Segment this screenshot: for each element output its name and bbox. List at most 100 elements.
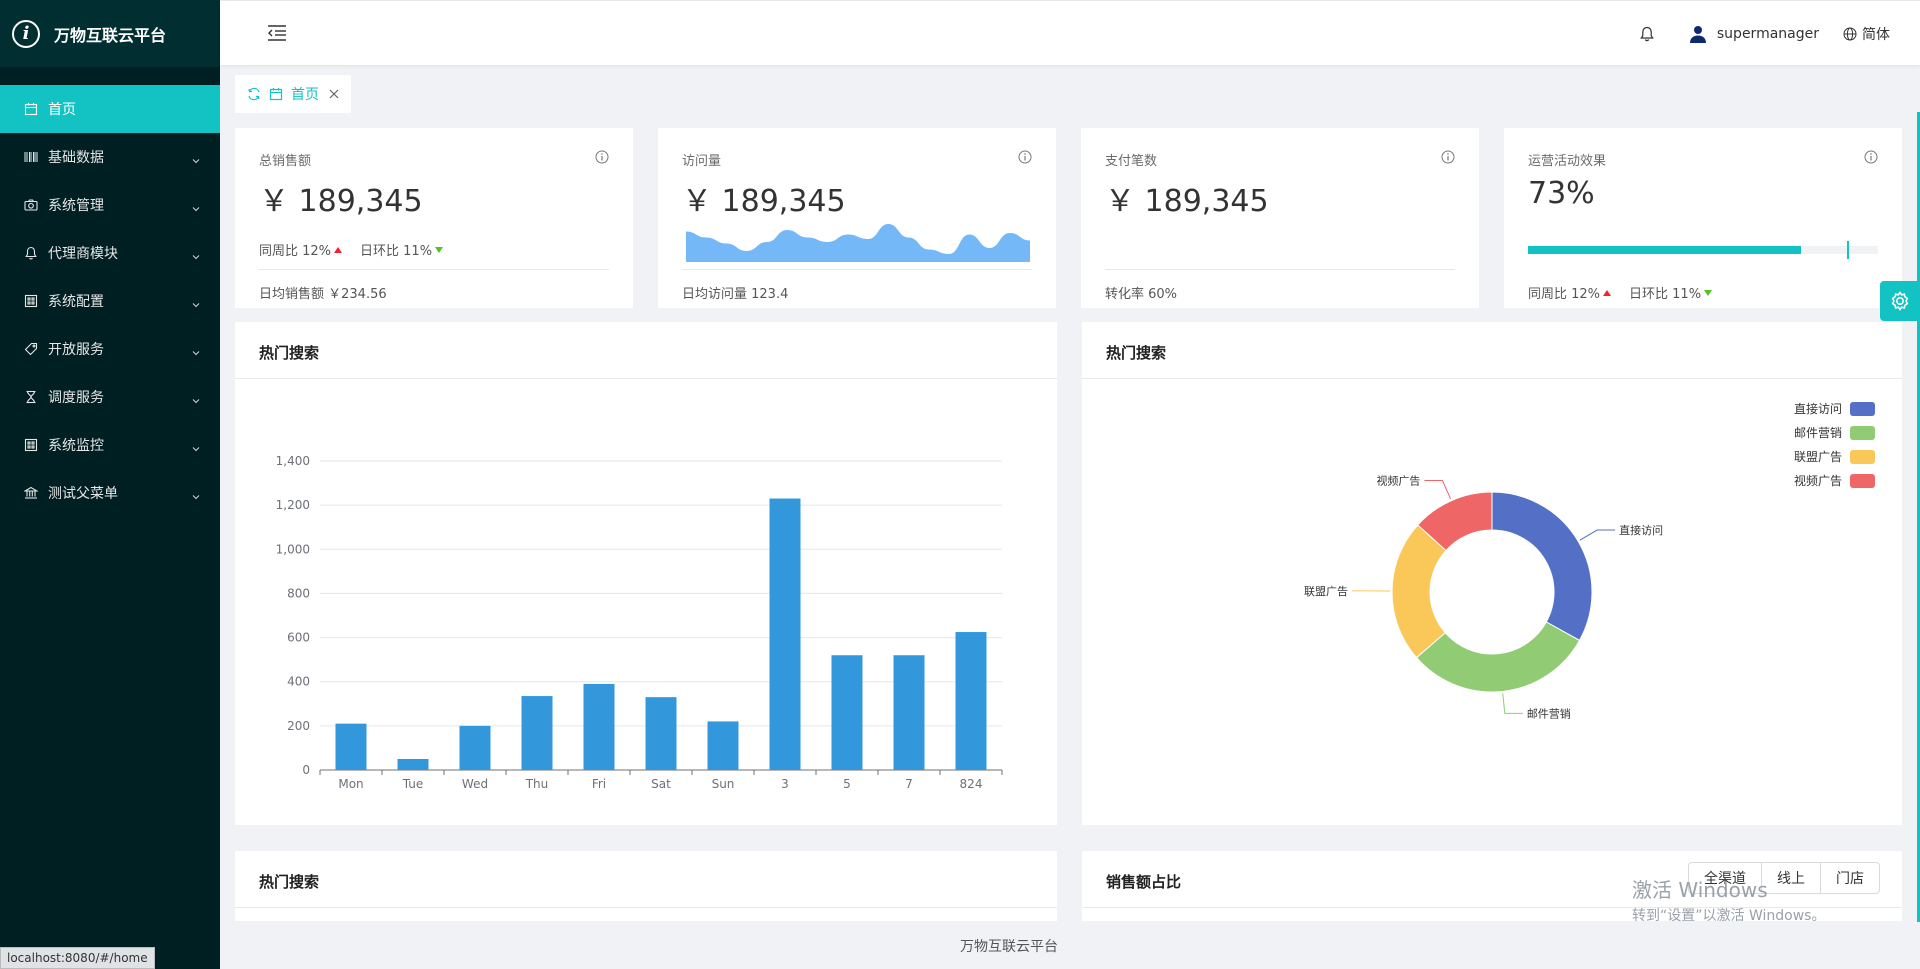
- sidebar-item-label: 调度服务: [48, 390, 104, 406]
- bar[interactable]: [521, 696, 553, 770]
- language-switch[interactable]: 简体: [1862, 26, 1890, 43]
- channel-button-group: 全渠道 线上 门店: [1688, 862, 1880, 894]
- legend-label: 邮件营销: [1794, 426, 1842, 440]
- panel-bottom-left: 热门搜索: [235, 851, 1057, 921]
- sidebar-item-8[interactable]: 测试父菜单: [0, 469, 220, 517]
- legend-swatch[interactable]: [1850, 426, 1875, 440]
- bar[interactable]: [459, 725, 491, 770]
- trend-row: 同周比 12% 日环比 11%: [1528, 283, 1730, 302]
- bar[interactable]: [645, 697, 677, 770]
- legend-swatch[interactable]: [1850, 474, 1875, 488]
- bar[interactable]: [893, 655, 925, 770]
- logo[interactable]: i 万物互联云平台: [0, 0, 220, 67]
- caret-up-icon: [1603, 289, 1612, 296]
- stat-title: 总销售额: [259, 154, 312, 169]
- y-tick-label: 1,200: [276, 498, 310, 512]
- sidebar-item-3[interactable]: 代理商模块: [0, 229, 220, 277]
- legend-label: 联盟广告: [1794, 450, 1842, 464]
- bell-icon: [24, 246, 38, 260]
- slice-label: 邮件营销: [1527, 706, 1571, 720]
- info-icon[interactable]: [1018, 150, 1032, 164]
- grid-icon: [24, 294, 38, 308]
- calendar-icon: [269, 88, 283, 101]
- scroll-edge: [1917, 112, 1920, 922]
- sidebar-item-label: 系统监控: [48, 438, 104, 454]
- caret-down-icon: [1704, 289, 1713, 296]
- bar[interactable]: [397, 758, 429, 770]
- pie-slice[interactable]: [1391, 524, 1447, 659]
- panel-bottom-right: 销售额占比 全渠道 线上 门店: [1082, 851, 1902, 921]
- stat-footer: 转化率 60%: [1105, 287, 1178, 302]
- settings-button[interactable]: [1880, 281, 1920, 321]
- progress-bar: [1528, 241, 1878, 259]
- x-tick-label: 7: [905, 777, 913, 791]
- bar-chart: 0 200 400 600 800 1,000 1,200 1,400 Mon Tue Wed Thu…: [276, 454, 1003, 791]
- progress-target-marker: [1846, 241, 1849, 259]
- visits-area-chart: [686, 224, 1030, 262]
- tab-home[interactable]: 首页: [235, 75, 351, 113]
- channel-online-button[interactable]: 线上: [1761, 862, 1821, 894]
- progress-fill: [1528, 246, 1801, 254]
- y-tick-label: 0: [302, 763, 310, 777]
- username[interactable]: supermanager: [1716, 25, 1819, 42]
- day-compare: 日环比 11%: [360, 244, 433, 259]
- caret-up-icon: [334, 246, 343, 253]
- sidebar-item-2[interactable]: 系统管理: [0, 181, 220, 229]
- panel-title: 热门搜索: [259, 873, 320, 891]
- info-icon[interactable]: [1441, 150, 1455, 164]
- watermark-line2: 转到“设置”以激活 Windows。: [1632, 908, 1826, 924]
- trend-row: 同周比 12% 日环比 11%: [259, 240, 461, 259]
- pie-slice[interactable]: [1491, 491, 1593, 642]
- pie-slice[interactable]: [1415, 621, 1581, 693]
- x-tick-label: Fri: [592, 777, 606, 791]
- sidebar-item-label: 代理商模块: [48, 246, 118, 262]
- bell-icon[interactable]: [1639, 26, 1655, 42]
- sidebar-item-6[interactable]: 调度服务: [0, 373, 220, 421]
- x-tick-label: Sun: [712, 777, 735, 791]
- legend-swatch[interactable]: [1850, 402, 1875, 416]
- divider: [1105, 269, 1455, 270]
- bar[interactable]: [707, 721, 739, 770]
- bar[interactable]: [955, 632, 987, 770]
- bar[interactable]: [335, 723, 367, 770]
- chevron-down-icon: [192, 249, 200, 260]
- sidebar-item-label: 系统配置: [48, 294, 104, 310]
- info-icon[interactable]: [1864, 150, 1878, 164]
- windows-watermark: 激活 Windows 转到“设置”以激活 Windows。: [1632, 874, 1825, 925]
- stat-value: ￥ 189,345: [259, 184, 423, 219]
- sidebar-item-1[interactable]: 基础数据: [0, 133, 220, 181]
- stat-footer: 日均访问量 123.4: [682, 287, 789, 302]
- globe-icon[interactable]: [1843, 27, 1857, 41]
- info-icon[interactable]: [595, 150, 609, 164]
- bar[interactable]: [831, 655, 863, 770]
- user-avatar-icon[interactable]: [1689, 25, 1707, 43]
- legend-swatch[interactable]: [1850, 450, 1875, 464]
- menu-fold-icon[interactable]: [267, 23, 287, 43]
- sidebar-item-label: 首页: [48, 102, 76, 118]
- chevron-down-icon: [192, 393, 200, 404]
- sidebar-item-4[interactable]: 系统配置: [0, 277, 220, 325]
- pie-slice[interactable]: [1417, 491, 1493, 552]
- info-logo-icon: i: [12, 19, 40, 48]
- channel-all-button[interactable]: 全渠道: [1688, 862, 1762, 894]
- refresh-icon[interactable]: [247, 87, 261, 101]
- sidebar-item-label: 测试父菜单: [48, 486, 118, 502]
- bar[interactable]: [769, 498, 801, 770]
- legend-label: 视频广告: [1794, 473, 1842, 488]
- x-tick-label: Thu: [525, 777, 549, 791]
- x-tick-label: Tue: [402, 777, 424, 791]
- panel-bar-chart: 热门搜索 0 200 400 600 800 1,000 1,200 1,400 Mon Tue W…: [235, 322, 1057, 825]
- sidebar-item-5[interactable]: 开放服务: [0, 325, 220, 373]
- header: supermanager 简体: [220, 0, 1920, 65]
- close-icon[interactable]: [329, 89, 339, 99]
- y-tick-label: 800: [287, 586, 310, 600]
- sidebar-item-0[interactable]: 首页: [0, 85, 220, 133]
- sidebar-item-7[interactable]: 系统监控: [0, 421, 220, 469]
- label-line: [1579, 529, 1616, 541]
- channel-store-button[interactable]: 门店: [1820, 862, 1880, 894]
- chevron-down-icon: [192, 201, 200, 212]
- day-compare: 日环比 11%: [1629, 287, 1702, 302]
- sidebar-item-label: 开放服务: [48, 342, 104, 358]
- x-tick-label: 5: [843, 777, 851, 791]
- bar[interactable]: [583, 683, 615, 770]
